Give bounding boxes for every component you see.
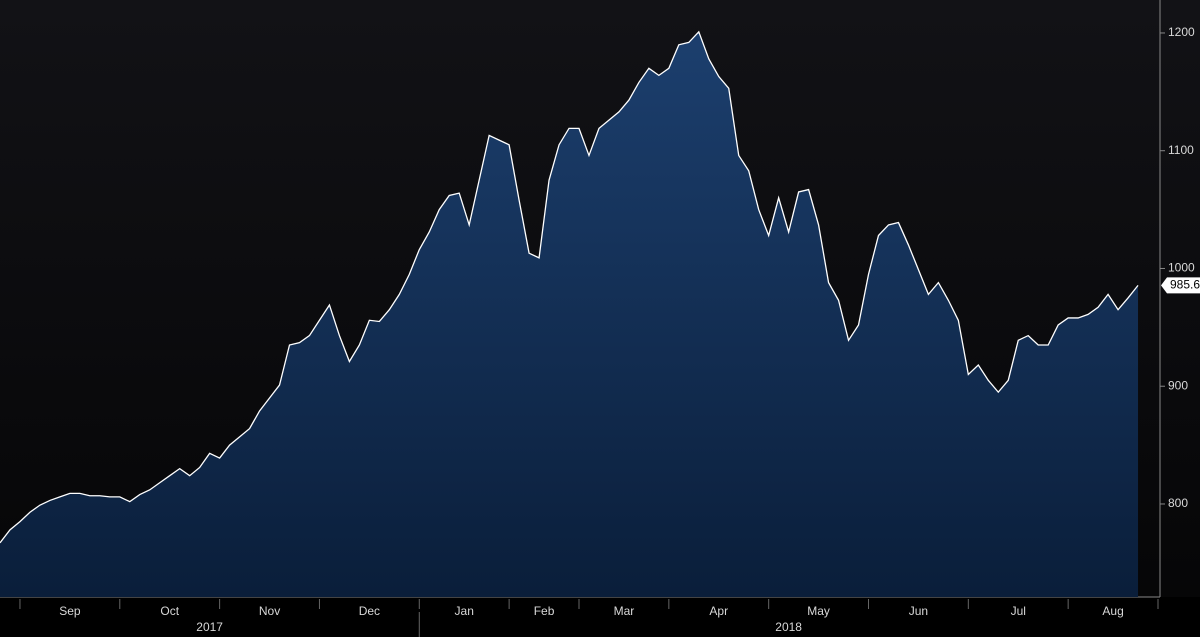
last-value-label: 985.64	[1170, 278, 1200, 292]
y-tick-label: 1000	[1168, 261, 1195, 275]
y-tick-label: 1200	[1168, 25, 1195, 39]
x-group-label: 2017	[196, 620, 223, 634]
y-tick-label: 900	[1168, 378, 1188, 392]
last-value-tag	[1161, 277, 1200, 294]
x-tick-label: Feb	[534, 604, 555, 618]
x-tick-label: Sep	[59, 604, 81, 618]
x-tick-label: Apr	[709, 604, 728, 618]
x-tick-label: Jan	[455, 604, 474, 618]
x-group-label: 2018	[775, 620, 802, 634]
x-tick-label: Nov	[259, 604, 280, 618]
area	[0, 31, 1139, 597]
x-tick-label: Jun	[909, 604, 928, 618]
x-tick-label: Aug	[1102, 604, 1123, 618]
x-tick-label: May	[807, 604, 830, 618]
y-tick-label: 800	[1168, 496, 1188, 510]
x-tick-label: Oct	[160, 604, 179, 618]
x-tick-label: Dec	[359, 604, 380, 618]
y-tick-label: 1100	[1168, 143, 1194, 157]
x-axis-band	[0, 597, 1200, 637]
x-tick-label: Jul	[1011, 604, 1026, 618]
x-tick-label: Mar	[614, 604, 635, 618]
line	[0, 30, 1139, 544]
